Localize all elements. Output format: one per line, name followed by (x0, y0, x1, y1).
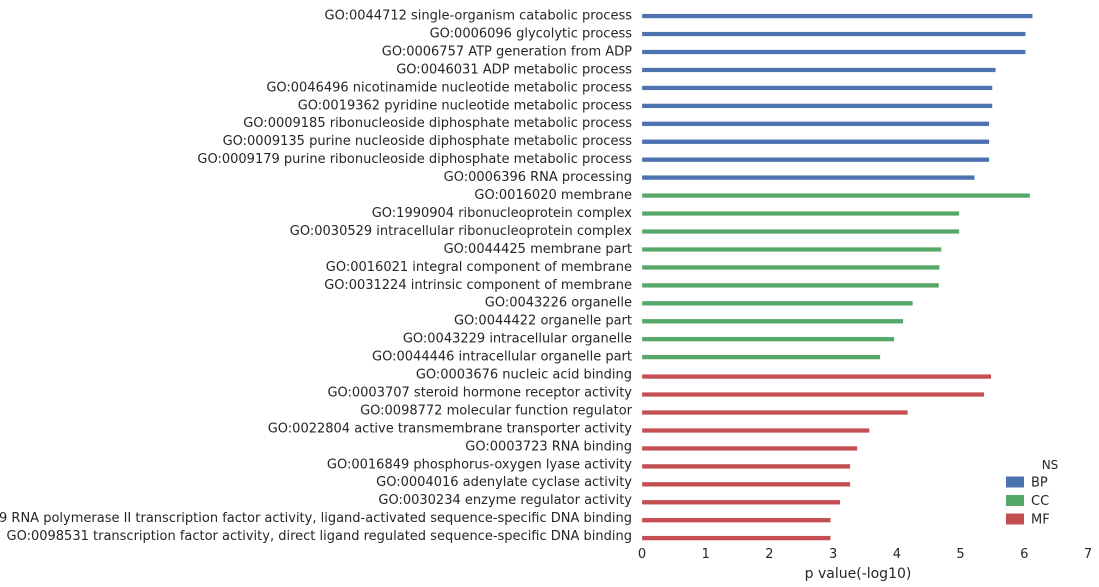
x-tick-label: 5 (956, 547, 964, 562)
bar-bp (641, 31, 1026, 37)
bar-mf (641, 499, 841, 505)
bar-cc (641, 300, 913, 306)
bar-bp (641, 103, 993, 109)
bar-cc (641, 318, 904, 324)
category-label: GO:0044422 organelle part (454, 314, 632, 329)
category-label: GO:0044425 membrane part (444, 242, 632, 257)
category-label: GO:0098772 molecular function regulator (360, 403, 633, 418)
bar-mf (641, 481, 851, 487)
x-tick-label: 6 (1020, 547, 1028, 562)
category-label: GO:0003676 nucleic acid binding (416, 368, 632, 383)
category-label: GO:0009185 ribonucleoside diphosphate me… (243, 116, 632, 131)
legend: NS BP CC MF (1006, 458, 1058, 528)
category-label: GO:0016020 membrane (474, 188, 632, 203)
x-tick-label: 1 (702, 547, 710, 562)
bar-mf (641, 463, 851, 469)
category-label: GO:0006396 RNA processing (444, 170, 632, 185)
category-label: GO:0016021 integral component of membran… (326, 260, 632, 275)
x-tick-label: 0 (638, 547, 646, 562)
bar-mf (641, 427, 870, 433)
bar-mf (641, 517, 831, 523)
legend-title: NS (1042, 458, 1059, 472)
legend-label: BP (1031, 476, 1048, 491)
bar-bp (641, 13, 1033, 19)
category-label: GO:0043226 organelle (485, 296, 632, 311)
legend-swatch-mf (1006, 513, 1024, 525)
legend-label: MF (1031, 513, 1050, 528)
bar-mf (641, 535, 831, 541)
bar-cc (641, 282, 940, 288)
x-axis: 0 1 2 3 4 5 6 7 p value(-log10) (638, 547, 1092, 582)
legend-label: CC (1031, 494, 1049, 509)
bar-bp (641, 139, 990, 145)
bar-cc (641, 264, 940, 270)
category-label: GO:0009135 purine nucleoside diphosphate… (223, 134, 633, 149)
category-label: GO:0031224 intrinsic component of membra… (324, 278, 632, 293)
bar-cc (641, 336, 895, 342)
category-label: GO:0003707 steroid hormone receptor acti… (327, 385, 632, 400)
category-label: GO:1990904 ribonucleoprotein complex (372, 206, 633, 221)
x-tick-label: 4 (893, 547, 901, 562)
x-ticks: 0 1 2 3 4 5 6 7 (638, 547, 1092, 562)
category-label: GO:0019362 pyridine nucleotide metabolic… (298, 98, 633, 113)
bar-mf (641, 374, 992, 380)
category-label: GO:0046496 nicotinamide nucleotide metab… (266, 80, 632, 95)
category-label: GO:0030529 intracellular ribonucleoprote… (290, 224, 633, 239)
bar-cc (641, 211, 960, 216)
bar-bp (641, 157, 990, 163)
category-label: GO:0009179 purine ribonucleoside diphosp… (197, 152, 632, 167)
legend-swatch-cc (1006, 495, 1024, 506)
category-label: GO:0022804 active transmembrane transpor… (268, 421, 633, 436)
category-label: GO:0004016 adenylate cyclase activity (376, 475, 632, 490)
category-label: GO:0043229 intracellular organelle (403, 332, 632, 347)
x-axis-label: p value(-log10) (805, 566, 912, 582)
bar-bp (641, 49, 1026, 55)
category-label: GO:0003723 RNA binding (465, 439, 632, 454)
category-label: GO:0046031 ADP metabolic process (396, 62, 632, 77)
category-label: GO:0016849 phosphorus-oxygen lyase activ… (327, 457, 632, 472)
x-tick-label: 3 (829, 547, 837, 562)
bar-mf (641, 410, 908, 415)
bar-bp (641, 67, 996, 73)
bar-bp (641, 85, 993, 91)
category-label: GO:0004879 RNA polymerase II transcripti… (0, 511, 632, 526)
bar-bp (641, 121, 990, 127)
x-tick-label: 7 (1084, 547, 1092, 562)
category-label: GO:0030234 enzyme regulator activity (378, 493, 632, 508)
bar-cc (641, 229, 960, 234)
x-tick-label: 2 (765, 547, 773, 562)
legend-swatch-bp (1006, 476, 1024, 488)
category-label: GO:0044712 single-organism catabolic pro… (325, 9, 633, 24)
bar-cc (641, 246, 942, 252)
bar-mf (641, 445, 858, 451)
bars (641, 13, 1033, 541)
category-label: GO:0044446 intracellular organelle part (372, 350, 632, 365)
bar-cc (641, 354, 881, 360)
category-label: GO:0006096 glycolytic process (430, 26, 633, 41)
bar-mf (641, 392, 985, 397)
category-label: GO:0006757 ATP generation from ADP (382, 44, 632, 59)
bar-cc (641, 193, 1031, 199)
category-label: GO:0098531 transcription factor activity… (7, 529, 632, 544)
category-labels: GO:0044712 single-organism catabolic pro… (0, 9, 633, 545)
bar-bp (641, 175, 975, 181)
